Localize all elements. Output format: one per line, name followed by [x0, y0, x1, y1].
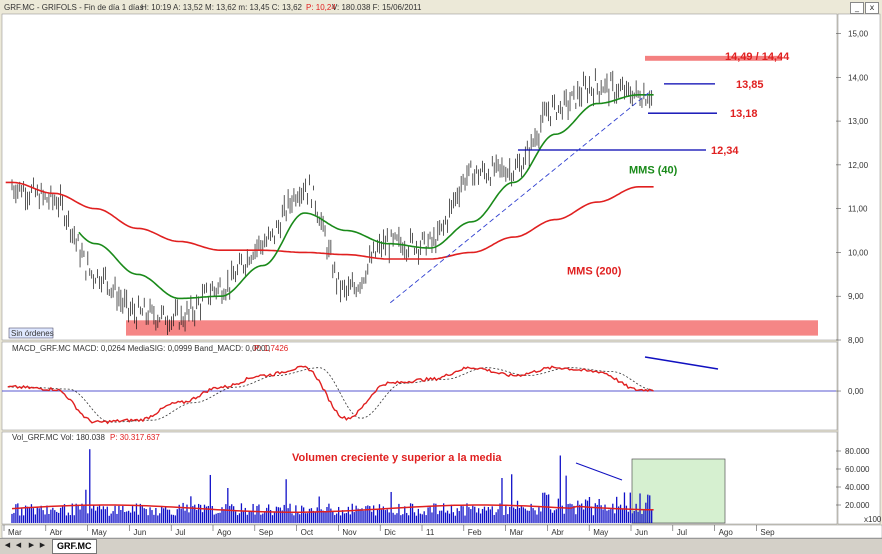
window-stats: H: 10:19 A: 13,52 M: 13,62 m: 13,45 C: 1… [141, 3, 303, 12]
volume-arrow-line [575, 462, 623, 481]
minimize-button[interactable]: _ [850, 2, 864, 14]
macd-signal-line [7, 367, 654, 423]
volume-header-p: P: 30.317.637 [110, 433, 160, 442]
nav-first-button[interactable]: ◀ [4, 541, 11, 549]
price-ytick-label: 11,00 [848, 205, 868, 214]
macd-divergence-line [644, 356, 719, 370]
x-tick-label: May [92, 528, 107, 537]
volume-ytick-label: 40.000 [845, 483, 870, 492]
price-ytick-label: 15,00 [848, 30, 869, 39]
anno-1234: 12,34 [711, 145, 739, 157]
macd-header-p: P: 1,7426 [254, 344, 289, 353]
volume-corner-label: x100 [864, 515, 882, 524]
x-tick-label: Dic [384, 528, 396, 537]
macd-line [7, 365, 654, 425]
x-tick-label: Mar [8, 528, 22, 537]
x-tick-label: Mar [510, 528, 524, 537]
x-tick-label: Oct [301, 528, 314, 537]
price-ytick-label: 13,00 [848, 117, 869, 126]
x-tick-label: May [593, 528, 608, 537]
x-tick-label: Sep [760, 528, 775, 537]
x-tick-label: 11 [426, 528, 435, 537]
anno-top-range: 14,49 / 14,44 [725, 51, 790, 63]
top-resistance-band [645, 55, 782, 61]
x-tick-label: Abr [50, 528, 63, 537]
x-tick-label: Ago [217, 528, 232, 537]
window-tail: V: 180.038 F: 15/06/2011 [332, 3, 422, 12]
macd-ytick-label: 0,00 [848, 387, 864, 396]
window-pct: P: 10,24 [306, 3, 336, 12]
x-tick-label: Jul [175, 528, 185, 537]
anno-1318: 13,18 [730, 108, 758, 120]
mms200-line [5, 181, 654, 260]
x-tick-label: Nov [342, 528, 356, 537]
price-ytick-label: 8,00 [848, 336, 864, 345]
x-tick-label: Jun [635, 528, 648, 537]
anno-mms200: MMS (200) [567, 265, 622, 277]
sin-ordenes-box[interactable] [8, 327, 54, 339]
price-ytick-label: 9,00 [848, 292, 864, 301]
nav-prev-button[interactable]: ◀ [15, 541, 22, 549]
volume-header: Vol_GRF.MC Vol: 180.038 [12, 433, 105, 442]
x-tick-label: Ago [719, 528, 734, 537]
x-tick-label: Jul [677, 528, 687, 537]
x-tick-label: Feb [468, 528, 482, 537]
window-title: GRF.MC - GRIFOLS - Fin de día 1 días [4, 3, 144, 12]
support-band [126, 320, 818, 336]
sheet-tab-grf[interactable]: GRF.MC [52, 539, 97, 554]
volume-average-line [11, 504, 654, 513]
price-ytick-label: 14,00 [848, 73, 869, 82]
volume-annotation: Volumen creciente y superior a la media [292, 452, 502, 464]
volume-ytick-label: 60.000 [845, 465, 870, 474]
price-ytick-label: 12,00 [848, 161, 869, 170]
nav-next-button[interactable]: ▶ [28, 541, 35, 549]
x-tick-label: Abr [551, 528, 564, 537]
price-ytick-label: 10,00 [848, 248, 869, 257]
x-tick-label: Sep [259, 528, 274, 537]
sheet-tab-bar [0, 538, 882, 554]
sin-ordenes-label: Sin órdenes [11, 329, 54, 338]
nav-last-button[interactable]: ▶ [39, 541, 46, 549]
x-tick-label: Jun [133, 528, 146, 537]
volume-ytick-label: 80.000 [845, 447, 870, 456]
volume-ytick-label: 20.000 [845, 501, 870, 510]
macd-header: MACD_GRF.MC MACD: 0,0264 MediaSIG: 0,099… [12, 344, 270, 353]
uptrend-line [390, 90, 652, 304]
close-button[interactable]: x [865, 2, 879, 14]
anno-1385: 13,85 [736, 79, 764, 91]
mms40-line [78, 94, 654, 300]
anno-mms40: MMS (40) [629, 165, 678, 177]
